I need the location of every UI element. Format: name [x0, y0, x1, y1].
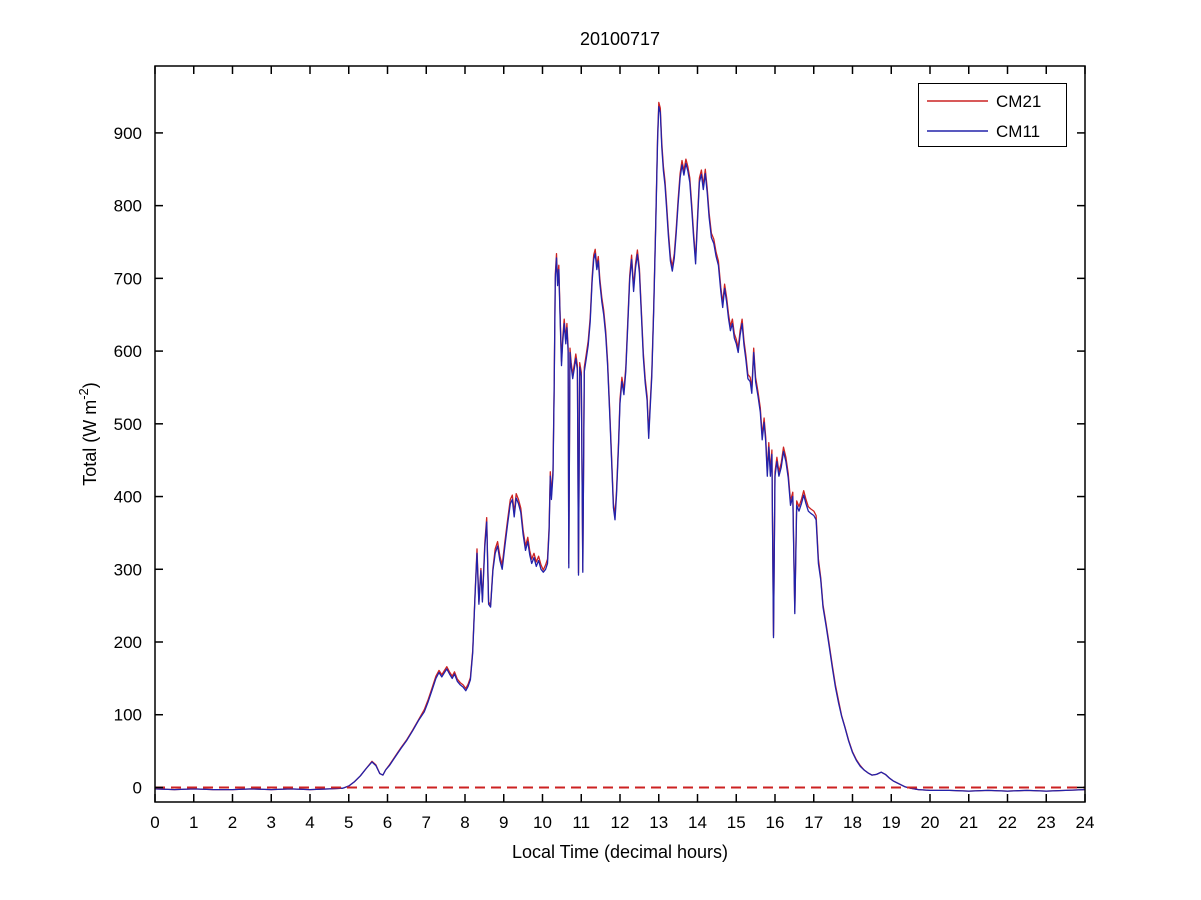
x-tick-label: 2	[228, 813, 237, 832]
y-tick-label: 800	[114, 197, 142, 216]
x-tick-label: 19	[882, 813, 901, 832]
y-tick-label: 900	[114, 124, 142, 143]
y-axis-label-superscript: -2	[76, 388, 91, 400]
y-tick-label: 200	[114, 633, 142, 652]
x-tick-label: 10	[533, 813, 552, 832]
y-tick-label: 0	[133, 778, 142, 797]
x-tick-label: 14	[688, 813, 707, 832]
y-tick-label: 100	[114, 706, 142, 725]
x-tick-label: 11	[572, 813, 590, 832]
legend-box	[918, 83, 1067, 147]
y-tick-label: 300	[114, 560, 142, 579]
x-tick-label: 15	[727, 813, 746, 832]
x-tick-label: 5	[344, 813, 353, 832]
x-tick-label: 3	[267, 813, 276, 832]
x-tick-label: 21	[959, 813, 978, 832]
x-tick-label: 9	[499, 813, 508, 832]
x-tick-label: 22	[998, 813, 1017, 832]
plot-area	[155, 66, 1085, 802]
x-tick-label: 6	[383, 813, 392, 832]
x-tick-label: 7	[422, 813, 431, 832]
x-tick-label: 18	[843, 813, 862, 832]
y-tick-label: 400	[114, 488, 142, 507]
x-tick-label: 1	[189, 813, 198, 832]
y-axis-label-close: )	[80, 382, 100, 388]
plot-content: 0 1 2 3 4 5 6 7 8 9 10 11 12 13 14 15 16 17 18 19 20 21 22 23 24…	[114, 66, 1095, 832]
chart-title: 20100717	[580, 29, 660, 49]
x-tick-label: 16	[766, 813, 785, 832]
x-tick-label: 24	[1076, 813, 1095, 832]
x-tick-label: 12	[611, 813, 630, 832]
x-tick-label: 4	[305, 813, 314, 832]
x-tick-label: 13	[649, 813, 668, 832]
x-tick-label: 0	[150, 813, 159, 832]
x-tick-label: 23	[1037, 813, 1056, 832]
x-axis-label: Local Time (decimal hours)	[512, 842, 728, 862]
axes-box	[154, 65, 1086, 803]
y-tick-label: 500	[114, 415, 142, 434]
y-tick-label: 600	[114, 342, 142, 361]
legend-label-cm21: CM21	[996, 92, 1041, 111]
x-tick-label: 20	[921, 813, 940, 832]
series-line-cm11	[154, 106, 1086, 792]
legend-label-cm11: CM11	[996, 122, 1040, 141]
y-tick-label: 700	[114, 269, 142, 288]
x-tick-label: 8	[460, 813, 469, 832]
x-tick-label: 17	[804, 813, 823, 832]
y-axis-label: Total (W m-2)	[76, 382, 100, 486]
legend: CM21 CM11	[918, 83, 1067, 147]
y-axis-label-main: Total (W m	[80, 400, 100, 486]
